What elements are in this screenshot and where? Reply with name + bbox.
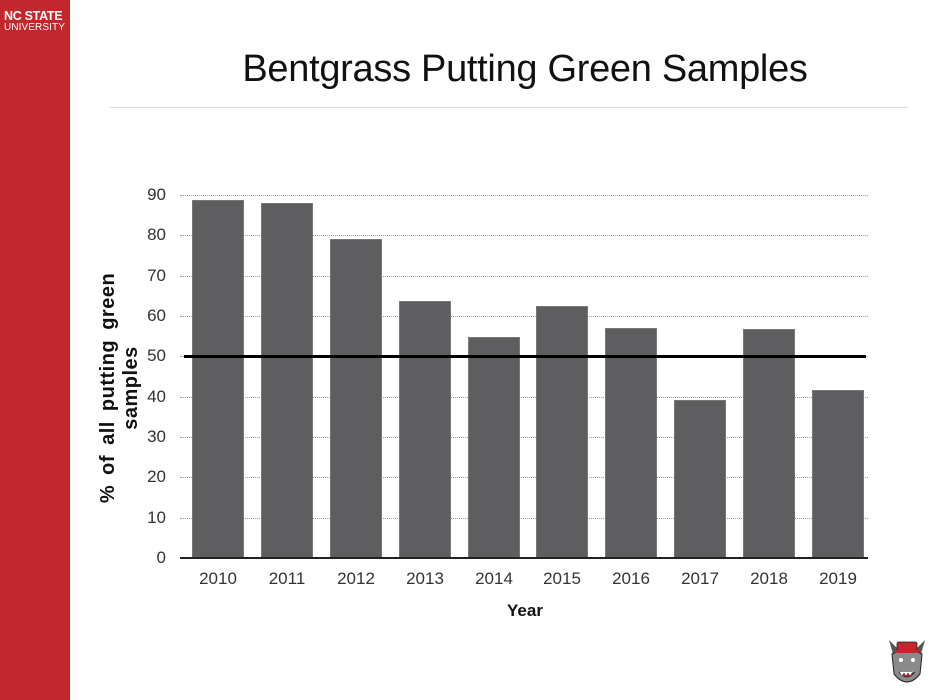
- y-tick-label: 10: [147, 508, 166, 527]
- ncstate-logo: NC STATE UNIVERSITY: [4, 10, 65, 34]
- x-tick-label: 2016: [612, 569, 650, 588]
- bar-2017: [674, 400, 726, 558]
- gridline: [180, 235, 868, 236]
- x-tick-label: 2012: [337, 569, 375, 588]
- y-tick-label: 80: [147, 225, 166, 244]
- x-tick-label: 2013: [406, 569, 444, 588]
- y-tick-label: 0: [156, 548, 166, 567]
- y-axis-label: % of all putting green samples: [97, 272, 142, 504]
- x-axis-label: Year: [507, 601, 543, 620]
- bar-2014: [468, 337, 520, 558]
- title-divider: [110, 107, 908, 108]
- gridline: [180, 397, 868, 398]
- y-tick-label: 50: [147, 346, 166, 365]
- bar-2019: [812, 390, 864, 558]
- brand-line-2: UNIVERSITY: [4, 22, 66, 33]
- reference-line-50: [184, 355, 866, 358]
- page-title: Bentgrass Putting Green Samples: [242, 48, 808, 90]
- y-tick-label: 40: [147, 387, 166, 406]
- bar-2015: [536, 306, 588, 558]
- x-tick-label: 2019: [819, 569, 857, 588]
- y-tick-label: 20: [147, 467, 166, 486]
- sidebar-brand-bar: NC STATE UNIVERSITY: [0, 0, 70, 700]
- gridline: [180, 437, 868, 438]
- bar-2011: [261, 203, 313, 558]
- x-tick-label: 2014: [475, 569, 513, 588]
- x-tick-label: 2018: [750, 569, 788, 588]
- x-axis-line: [180, 557, 868, 559]
- gridline: [180, 316, 868, 317]
- bar-2010: [192, 200, 244, 558]
- brand-line-1: NC STATE: [4, 9, 63, 23]
- y-tick-label: 90: [147, 185, 166, 204]
- x-tick-label: 2010: [199, 569, 237, 588]
- gridline: [180, 518, 868, 519]
- gridline: [180, 477, 868, 478]
- bar-2012: [330, 239, 382, 558]
- y-tick-label: 30: [147, 427, 166, 446]
- y-tick-label: 70: [147, 266, 166, 285]
- gridline: [180, 276, 868, 277]
- x-tick-label: 2011: [268, 569, 306, 588]
- wolf-mascot-icon: [889, 640, 925, 683]
- y-tick-label: 60: [147, 306, 166, 325]
- x-tick-label: 2017: [681, 569, 719, 588]
- gridline: [180, 195, 868, 196]
- x-tick-label: 2015: [543, 569, 581, 588]
- bar-2013: [399, 301, 451, 558]
- bar-2018: [743, 329, 795, 558]
- bar-2016: [605, 328, 657, 558]
